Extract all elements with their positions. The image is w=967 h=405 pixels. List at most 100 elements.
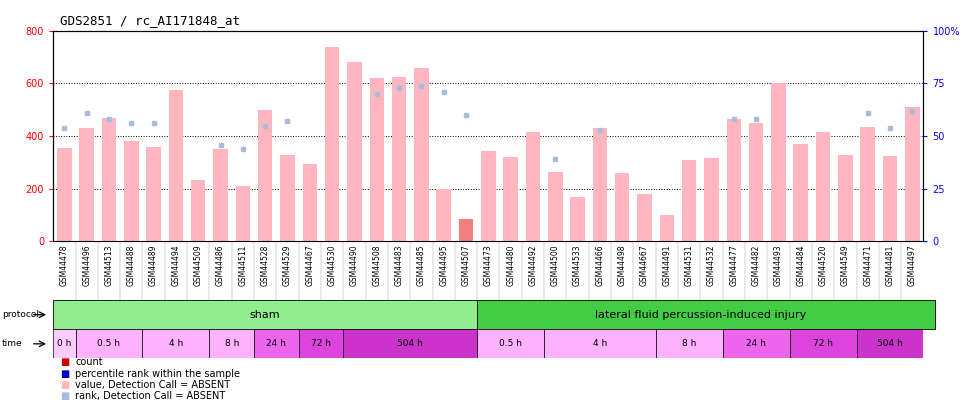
Bar xyxy=(477,300,935,329)
Text: 8 h: 8 h xyxy=(224,339,239,348)
Bar xyxy=(726,119,741,241)
Text: GSM44497: GSM44497 xyxy=(908,244,917,286)
Text: GSM44533: GSM44533 xyxy=(573,244,582,286)
Bar xyxy=(637,194,652,241)
Bar xyxy=(748,123,763,241)
Text: rank, Detection Call = ABSENT: rank, Detection Call = ABSENT xyxy=(75,392,225,401)
Text: GSM44496: GSM44496 xyxy=(82,244,91,286)
Text: GSM44473: GSM44473 xyxy=(484,244,493,286)
Text: GSM44529: GSM44529 xyxy=(283,244,292,286)
Text: GSM44532: GSM44532 xyxy=(707,244,716,286)
Text: GSM44483: GSM44483 xyxy=(395,244,403,286)
Text: GSM44480: GSM44480 xyxy=(506,244,515,286)
Bar xyxy=(704,158,718,241)
Text: GSM44489: GSM44489 xyxy=(149,244,158,286)
Bar xyxy=(861,127,875,241)
Bar xyxy=(772,83,786,241)
Text: GSM44491: GSM44491 xyxy=(662,244,671,286)
Text: GSM44520: GSM44520 xyxy=(819,244,828,286)
Text: GSM44482: GSM44482 xyxy=(751,244,761,286)
Bar xyxy=(593,128,607,241)
Bar xyxy=(857,329,923,358)
Text: GSM44486: GSM44486 xyxy=(216,244,225,286)
Text: GSM44531: GSM44531 xyxy=(685,244,693,286)
Text: 4 h: 4 h xyxy=(593,339,607,348)
Text: GSM44484: GSM44484 xyxy=(796,244,806,286)
Bar xyxy=(615,173,630,241)
Text: GSM44528: GSM44528 xyxy=(261,244,270,286)
Bar xyxy=(102,117,116,241)
Bar xyxy=(254,329,299,358)
Text: ■: ■ xyxy=(60,380,70,390)
Text: GSM44511: GSM44511 xyxy=(239,244,248,286)
Bar xyxy=(392,77,406,241)
Bar xyxy=(682,160,696,241)
Bar xyxy=(414,68,428,241)
Bar xyxy=(124,141,138,241)
Text: GSM44478: GSM44478 xyxy=(60,244,69,286)
Bar xyxy=(303,164,317,241)
Text: 4 h: 4 h xyxy=(169,339,183,348)
Text: 0 h: 0 h xyxy=(57,339,72,348)
Bar xyxy=(347,62,362,241)
Bar xyxy=(168,90,183,241)
Bar xyxy=(214,149,228,241)
Bar xyxy=(57,148,72,241)
Bar xyxy=(548,172,563,241)
Text: 72 h: 72 h xyxy=(813,339,833,348)
Bar xyxy=(75,329,142,358)
Text: GSM44477: GSM44477 xyxy=(729,244,738,286)
Text: GDS2851 / rc_AI171848_at: GDS2851 / rc_AI171848_at xyxy=(60,14,240,27)
Bar xyxy=(794,144,808,241)
Bar xyxy=(280,154,295,241)
Text: lateral fluid percussion-induced injury: lateral fluid percussion-induced injury xyxy=(595,310,806,320)
Bar xyxy=(905,107,920,241)
Text: GSM44500: GSM44500 xyxy=(551,244,560,286)
Bar xyxy=(571,197,585,241)
Text: GSM44495: GSM44495 xyxy=(439,244,448,286)
Bar xyxy=(210,329,254,358)
Text: GSM44513: GSM44513 xyxy=(104,244,113,286)
Bar xyxy=(482,151,496,241)
Text: 0.5 h: 0.5 h xyxy=(98,339,121,348)
Bar xyxy=(544,329,656,358)
Bar xyxy=(722,329,790,358)
Bar xyxy=(343,329,477,358)
Bar xyxy=(142,329,210,358)
Bar xyxy=(656,329,722,358)
Text: GSM44498: GSM44498 xyxy=(618,244,627,286)
Bar xyxy=(258,110,273,241)
Text: ■: ■ xyxy=(60,392,70,401)
Bar xyxy=(526,132,541,241)
Text: GSM44471: GSM44471 xyxy=(864,244,872,286)
Bar xyxy=(146,147,161,241)
Text: GSM44488: GSM44488 xyxy=(127,244,135,286)
Bar xyxy=(458,219,473,241)
Text: GSM44507: GSM44507 xyxy=(461,244,471,286)
Text: value, Detection Call = ABSENT: value, Detection Call = ABSENT xyxy=(75,380,230,390)
Bar xyxy=(299,329,343,358)
Bar xyxy=(369,78,384,241)
Text: percentile rank within the sample: percentile rank within the sample xyxy=(75,369,241,379)
Bar xyxy=(477,329,544,358)
Bar xyxy=(236,186,250,241)
Bar xyxy=(191,179,205,241)
Bar xyxy=(838,154,853,241)
Bar xyxy=(659,215,674,241)
Text: GSM44466: GSM44466 xyxy=(596,244,604,286)
Text: 504 h: 504 h xyxy=(397,339,424,348)
Text: GSM44667: GSM44667 xyxy=(640,244,649,286)
Bar xyxy=(79,128,94,241)
Text: GSM44494: GSM44494 xyxy=(171,244,181,286)
Text: GSM44485: GSM44485 xyxy=(417,244,425,286)
Text: GSM44493: GSM44493 xyxy=(774,244,783,286)
Text: 24 h: 24 h xyxy=(266,339,286,348)
Text: GSM44530: GSM44530 xyxy=(328,244,337,286)
Bar xyxy=(883,156,897,241)
Text: ■: ■ xyxy=(60,369,70,379)
Bar xyxy=(816,132,831,241)
Text: ■: ■ xyxy=(60,358,70,367)
Text: 72 h: 72 h xyxy=(311,339,331,348)
Text: 24 h: 24 h xyxy=(747,339,766,348)
Text: 8 h: 8 h xyxy=(682,339,696,348)
